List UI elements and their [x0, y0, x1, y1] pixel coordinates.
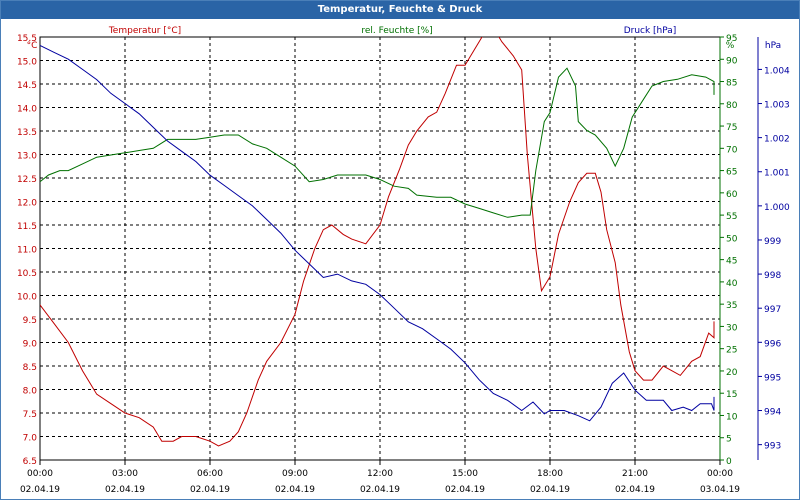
pressure-unit-label: hPa: [765, 41, 781, 51]
temperature-tick-label: 11.5: [17, 222, 37, 232]
humidity-tick-label: 80: [726, 101, 738, 111]
pressure-tick-label: 994: [764, 408, 781, 418]
chart-title: Temperatur, Feuchte & Druck: [1, 1, 799, 19]
humidity-tick-label: 15: [726, 390, 737, 400]
humidity-tick-label: 60: [726, 190, 738, 200]
series-line-humidity: [40, 67, 715, 218]
x-tick-time-label: 00:00: [27, 469, 53, 479]
humidity-tick-label: 35: [726, 301, 737, 311]
temperature-tick-label: 7.5: [23, 410, 37, 420]
humidity-tick-label: 5: [726, 435, 732, 445]
x-tick-date-label: 02.04.19: [615, 485, 655, 495]
temperature-tick-label: 8.5: [23, 363, 37, 373]
temperature-axis-title: Temperatur [°C]: [108, 26, 181, 36]
humidity-tick-label: 75: [726, 123, 737, 133]
grid-lines: [39, 36, 721, 461]
series-line-temperature: [40, 37, 715, 447]
temperature-unit-label: °C: [27, 41, 38, 51]
pressure-axis-title: Druck [hPa]: [624, 26, 677, 36]
series-line-pressure: [40, 45, 715, 422]
humidity-tick-label: 20: [726, 368, 738, 378]
humidity-tick-label: 55: [726, 212, 737, 222]
temperature-tick-label: 9.0: [23, 340, 38, 350]
pressure-tick-label: 998: [764, 271, 781, 281]
axes: [39, 36, 762, 465]
temperature-tick-label: 15.0: [17, 58, 37, 68]
pressure-tick-label: 993: [764, 442, 781, 452]
x-tick-time-label: 12:00: [367, 469, 393, 479]
temperature-tick-label: 8.0: [23, 387, 38, 397]
humidity-unit-label: %: [726, 41, 735, 51]
humidity-tick-label: 70: [726, 145, 738, 155]
temperature-tick-label: 15.5: [17, 34, 37, 44]
temperature-tick-label: 11.0: [17, 246, 37, 256]
x-tick-time-label: 00:00: [707, 469, 733, 479]
pressure-tick-label: 996: [764, 339, 781, 349]
x-tick-date-label: 02.04.19: [105, 485, 145, 495]
humidity-tick-label: 45: [726, 257, 737, 267]
x-tick-time-label: 15:00: [452, 469, 478, 479]
humidity-tick-label: 50: [726, 234, 738, 244]
humidity-tick-label: 65: [726, 168, 737, 178]
pressure-tick-label: 995: [764, 373, 781, 383]
humidity-tick-label: 85: [726, 79, 737, 89]
humidity-tick-label: 95: [726, 34, 737, 44]
pressure-tick-label: 1.002: [764, 135, 790, 145]
temperature-tick-label: 6.5: [23, 457, 37, 467]
x-tick-date-label: 03.04.19: [700, 485, 740, 495]
axis-labels: 6.5 7.0 7.5 8.0 8.5 9.0 9.5 10.0 10.5 11.0 11.5 12.…: [17, 26, 790, 495]
x-tick-date-label: 02.04.19: [530, 485, 570, 495]
pressure-tick-label: 999: [764, 237, 781, 247]
x-tick-time-label: 09:00: [282, 469, 308, 479]
temperature-tick-label: 10.0: [17, 293, 37, 303]
x-tick-date-label: 02.04.19: [190, 485, 230, 495]
temperature-tick-label: 10.5: [17, 269, 37, 279]
temperature-tick-label: 13.0: [17, 152, 37, 162]
x-tick-date-label: 02.04.19: [20, 485, 60, 495]
pressure-tick-label: 1.001: [764, 169, 790, 179]
temperature-tick-label: 12.0: [17, 199, 37, 209]
temperature-tick-label: 14.0: [17, 105, 37, 115]
x-tick-date-label: 02.04.19: [275, 485, 315, 495]
humidity-tick-label: 25: [726, 346, 737, 356]
humidity-tick-label: 0: [726, 457, 732, 467]
humidity-axis-title: rel. Feuchte [%]: [361, 26, 432, 36]
x-tick-time-label: 18:00: [537, 469, 563, 479]
x-tick-date-label: 02.04.19: [360, 485, 400, 495]
humidity-tick-label: 40: [726, 279, 738, 289]
series-lines: [40, 37, 715, 447]
pressure-tick-label: 1.000: [764, 203, 790, 213]
x-tick-date-label: 02.04.19: [445, 485, 485, 495]
humidity-tick-label: 90: [726, 56, 738, 66]
pressure-tick-label: 997: [764, 305, 781, 315]
humidity-tick-label: 30: [726, 323, 738, 333]
x-tick-time-label: 06:00: [197, 469, 223, 479]
temperature-tick-label: 7.0: [23, 434, 38, 444]
temperature-tick-label: 9.5: [23, 316, 37, 326]
pressure-tick-label: 1.004: [764, 66, 790, 76]
humidity-tick-label: 10: [726, 412, 738, 422]
temperature-tick-label: 12.5: [17, 175, 37, 185]
temperature-tick-label: 14.5: [17, 81, 37, 91]
x-tick-time-label: 21:00: [622, 469, 648, 479]
x-tick-time-label: 03:00: [112, 469, 138, 479]
temperature-tick-label: 13.5: [17, 128, 37, 138]
pressure-tick-label: 1.003: [764, 101, 790, 111]
